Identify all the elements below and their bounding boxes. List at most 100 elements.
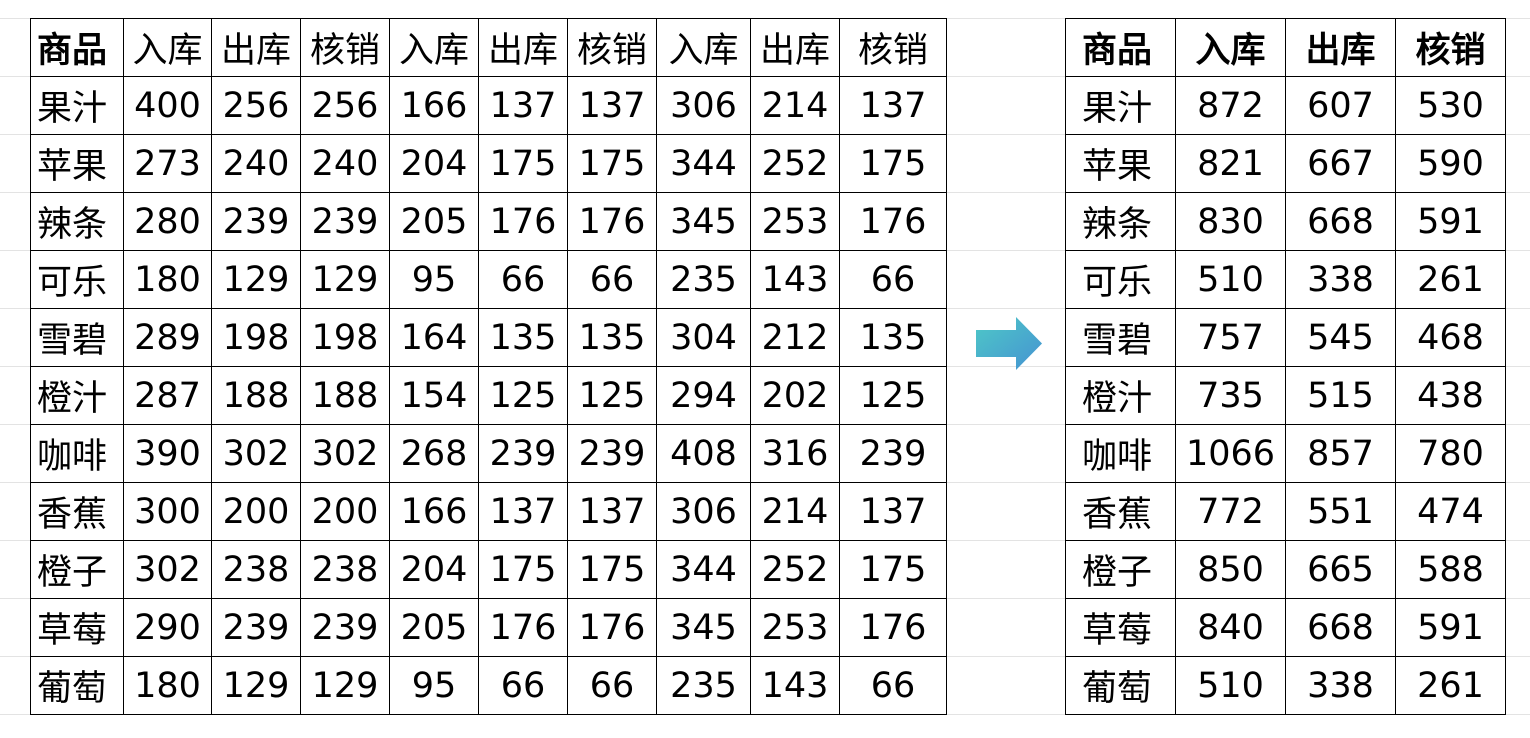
value-cell[interactable]: 205 bbox=[389, 598, 479, 657]
value-cell[interactable]: 129 bbox=[211, 656, 301, 715]
product-cell[interactable]: 可乐 bbox=[30, 250, 124, 309]
value-cell[interactable]: 175 bbox=[478, 134, 568, 193]
value-cell[interactable]: 135 bbox=[839, 308, 947, 367]
value-cell[interactable]: 214 bbox=[750, 76, 840, 135]
value-cell[interactable]: 129 bbox=[300, 250, 390, 309]
value-cell[interactable]: 306 bbox=[656, 76, 751, 135]
value-cell[interactable]: 252 bbox=[750, 134, 840, 193]
value-cell[interactable]: 545 bbox=[1285, 308, 1396, 367]
value-cell[interactable]: 850 bbox=[1175, 540, 1286, 599]
header-cell[interactable]: 核销 bbox=[1395, 18, 1506, 77]
value-cell[interactable]: 872 bbox=[1175, 76, 1286, 135]
value-cell[interactable]: 239 bbox=[300, 598, 390, 657]
value-cell[interactable]: 129 bbox=[211, 250, 301, 309]
header-cell[interactable]: 核销 bbox=[300, 18, 390, 77]
value-cell[interactable]: 316 bbox=[750, 424, 840, 483]
value-cell[interactable]: 780 bbox=[1395, 424, 1506, 483]
value-cell[interactable]: 468 bbox=[1395, 308, 1506, 367]
value-cell[interactable]: 821 bbox=[1175, 134, 1286, 193]
value-cell[interactable]: 253 bbox=[750, 192, 840, 251]
value-cell[interactable]: 302 bbox=[300, 424, 390, 483]
value-cell[interactable]: 137 bbox=[478, 76, 568, 135]
value-cell[interactable]: 667 bbox=[1285, 134, 1396, 193]
product-cell[interactable]: 咖啡 bbox=[1065, 424, 1176, 483]
value-cell[interactable]: 772 bbox=[1175, 482, 1286, 541]
value-cell[interactable]: 235 bbox=[656, 250, 751, 309]
header-cell-product[interactable]: 商品 bbox=[1065, 18, 1176, 77]
value-cell[interactable]: 95 bbox=[389, 656, 479, 715]
value-cell[interactable]: 66 bbox=[567, 656, 657, 715]
value-cell[interactable]: 95 bbox=[389, 250, 479, 309]
value-cell[interactable]: 338 bbox=[1285, 656, 1396, 715]
product-cell[interactable]: 果汁 bbox=[1065, 76, 1176, 135]
product-cell[interactable]: 苹果 bbox=[30, 134, 124, 193]
value-cell[interactable]: 164 bbox=[389, 308, 479, 367]
product-cell[interactable]: 咖啡 bbox=[30, 424, 124, 483]
value-cell[interactable]: 256 bbox=[211, 76, 301, 135]
value-cell[interactable]: 175 bbox=[839, 540, 947, 599]
value-cell[interactable]: 143 bbox=[750, 656, 840, 715]
value-cell[interactable]: 345 bbox=[656, 598, 751, 657]
value-cell[interactable]: 280 bbox=[123, 192, 212, 251]
value-cell[interactable]: 125 bbox=[839, 366, 947, 425]
value-cell[interactable]: 304 bbox=[656, 308, 751, 367]
value-cell[interactable]: 143 bbox=[750, 250, 840, 309]
value-cell[interactable]: 253 bbox=[750, 598, 840, 657]
value-cell[interactable]: 180 bbox=[123, 250, 212, 309]
value-cell[interactable]: 294 bbox=[656, 366, 751, 425]
value-cell[interactable]: 175 bbox=[839, 134, 947, 193]
value-cell[interactable]: 607 bbox=[1285, 76, 1396, 135]
value-cell[interactable]: 400 bbox=[123, 76, 212, 135]
value-cell[interactable]: 238 bbox=[211, 540, 301, 599]
header-cell[interactable]: 入库 bbox=[389, 18, 479, 77]
value-cell[interactable]: 408 bbox=[656, 424, 751, 483]
value-cell[interactable]: 198 bbox=[300, 308, 390, 367]
value-cell[interactable]: 135 bbox=[478, 308, 568, 367]
value-cell[interactable]: 125 bbox=[567, 366, 657, 425]
product-cell[interactable]: 雪碧 bbox=[1065, 308, 1176, 367]
value-cell[interactable]: 204 bbox=[389, 134, 479, 193]
value-cell[interactable]: 390 bbox=[123, 424, 212, 483]
value-cell[interactable]: 239 bbox=[300, 192, 390, 251]
value-cell[interactable]: 302 bbox=[123, 540, 212, 599]
product-cell[interactable]: 葡萄 bbox=[30, 656, 124, 715]
value-cell[interactable]: 188 bbox=[211, 366, 301, 425]
product-cell[interactable]: 辣条 bbox=[1065, 192, 1176, 251]
value-cell[interactable]: 273 bbox=[123, 134, 212, 193]
product-cell[interactable]: 果汁 bbox=[30, 76, 124, 135]
product-cell[interactable]: 辣条 bbox=[30, 192, 124, 251]
value-cell[interactable]: 591 bbox=[1395, 598, 1506, 657]
product-cell[interactable]: 香蕉 bbox=[30, 482, 124, 541]
value-cell[interactable]: 204 bbox=[389, 540, 479, 599]
value-cell[interactable]: 345 bbox=[656, 192, 751, 251]
value-cell[interactable]: 290 bbox=[123, 598, 212, 657]
value-cell[interactable]: 668 bbox=[1285, 192, 1396, 251]
value-cell[interactable]: 1066 bbox=[1175, 424, 1286, 483]
value-cell[interactable]: 180 bbox=[123, 656, 212, 715]
value-cell[interactable]: 176 bbox=[478, 598, 568, 657]
value-cell[interactable]: 261 bbox=[1395, 656, 1506, 715]
value-cell[interactable]: 735 bbox=[1175, 366, 1286, 425]
value-cell[interactable]: 154 bbox=[389, 366, 479, 425]
header-cell[interactable]: 出库 bbox=[478, 18, 568, 77]
value-cell[interactable]: 129 bbox=[300, 656, 390, 715]
value-cell[interactable]: 200 bbox=[300, 482, 390, 541]
product-cell[interactable]: 草莓 bbox=[30, 598, 124, 657]
header-cell-product[interactable]: 商品 bbox=[30, 18, 124, 77]
value-cell[interactable]: 261 bbox=[1395, 250, 1506, 309]
value-cell[interactable]: 176 bbox=[478, 192, 568, 251]
product-cell[interactable]: 雪碧 bbox=[30, 308, 124, 367]
value-cell[interactable]: 665 bbox=[1285, 540, 1396, 599]
value-cell[interactable]: 166 bbox=[389, 76, 479, 135]
value-cell[interactable]: 66 bbox=[478, 656, 568, 715]
value-cell[interactable]: 175 bbox=[478, 540, 568, 599]
product-cell[interactable]: 橙汁 bbox=[1065, 366, 1176, 425]
value-cell[interactable]: 200 bbox=[211, 482, 301, 541]
value-cell[interactable]: 176 bbox=[839, 598, 947, 657]
header-cell[interactable]: 出库 bbox=[1285, 18, 1396, 77]
value-cell[interactable]: 590 bbox=[1395, 134, 1506, 193]
value-cell[interactable]: 175 bbox=[567, 134, 657, 193]
value-cell[interactable]: 668 bbox=[1285, 598, 1396, 657]
value-cell[interactable]: 235 bbox=[656, 656, 751, 715]
value-cell[interactable]: 239 bbox=[211, 192, 301, 251]
